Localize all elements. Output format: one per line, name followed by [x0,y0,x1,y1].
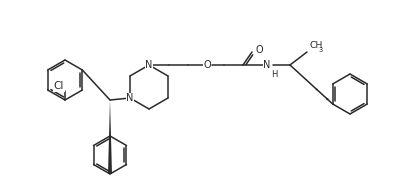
Text: CH: CH [309,41,322,50]
Text: 3: 3 [319,47,323,53]
Text: Cl: Cl [54,81,64,91]
Text: N: N [145,60,153,70]
Text: O: O [203,60,211,70]
Text: H: H [271,70,277,79]
Text: N: N [263,60,271,70]
Polygon shape [108,100,112,174]
Text: N: N [126,93,134,103]
Text: O: O [255,45,263,55]
